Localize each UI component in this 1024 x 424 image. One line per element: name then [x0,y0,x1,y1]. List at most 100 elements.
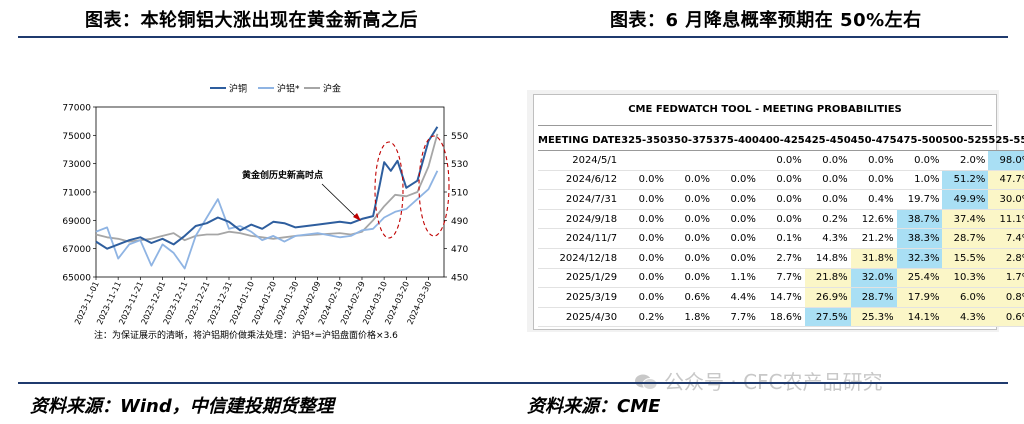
probability-cell: 0.2% [804,209,851,230]
meeting-date-cell: 2025/1/29 [538,268,622,289]
meeting-date-cell: 2025/4/30 [538,307,622,328]
column-header-9: 525-550 [988,130,1024,151]
column-header-4: 400-425 [758,130,805,151]
probability-cell: 0.0% [667,248,713,269]
probability-cell: 4.4% [712,287,759,308]
probability-cell: 0.0% [758,189,805,210]
probability-cell: 2.0% [942,150,989,171]
table-row: 2024/5/10.0%0.0%0.0%0.0%2.0%98.0% [538,150,1024,171]
probability-cell: 0.0% [667,268,713,289]
copper-aluminum-gold-chart: 65000 67000 69000 71000 73000 75000 77000 450 47… [62,83,468,326]
probability-cell: 25.4% [896,268,943,289]
table-row: 2025/4/30 0.2% 1.8% 7.7% 18.6% 27.5% 25.3% 14.1… [538,307,1024,328]
probability-cell: 0.0% [621,170,668,191]
probability-cell: 32.0% [850,268,897,289]
probability-cell: 2.8% [988,248,1024,269]
wechat-icon [635,374,658,390]
left-axis-label-1: 67000 [62,245,91,255]
probability-cell: 0.0% [621,209,668,230]
table-row: 2025/1/29 0.0% 0.0% 1.1% 7.7% 21.8% 32.0% 25.4%… [538,268,1024,289]
probability-cell: 0.0% [758,150,805,171]
table-row: 2025/3/19 0.0% 0.6% 4.4% 14.7% 26.9% 28.7% 17.9… [538,287,1024,308]
probability-cell [667,150,713,171]
column-header-2: 350-375 [667,130,713,151]
probability-cell: 14.7% [758,287,805,308]
probability-cell: 0.0% [712,209,759,230]
annotation-arrowhead [353,213,361,221]
probability-cell: 0.0% [667,228,713,249]
probability-cell: 32.3% [896,248,943,269]
right-axis-label-5: 550 [451,132,468,142]
meeting-date-cell: 2024/6/12 [538,170,622,191]
left-axis-label-3: 71000 [62,189,91,199]
probability-cell: 0.0% [621,268,668,289]
probability-cell: 30.0% [988,189,1024,210]
top-divider [18,36,1008,38]
probability-cell: 0.0% [667,189,713,210]
probability-cell: 7.7% [758,268,805,289]
right-axis-label-1: 470 [451,245,468,255]
probability-cell: 11.1% [988,209,1024,230]
probability-cell: 0.1% [758,228,805,249]
probability-cell: 38.3% [896,228,943,249]
meeting-date-cell: 2024/5/1 [538,150,622,171]
meeting-date-cell: 2024/11/7 [538,228,622,249]
probability-cell: 17.9% [896,287,943,308]
right-figure-title: 图表：6 月降息概率预期在 50%左右 [610,10,922,31]
probability-cell: 47.7% [988,170,1024,191]
probability-cell: 14.8% [804,248,851,269]
probability-cell: 14.1% [896,307,943,328]
meeting-date-cell: 2024/7/31 [538,189,622,210]
fedwatch-table-box: CME FEDWATCH TOOL - MEETING PROBABILITIE… [533,94,1024,330]
probability-cell: 15.5% [942,248,989,269]
probability-cell: 0.0% [804,170,851,191]
probability-cell: 51.2% [942,170,989,191]
probability-cell: 0.2% [621,307,668,328]
chart-footnote: 注：为保证展示的清晰，将沪铝期价做乘法处理：沪铝*=沪铝盘面价格×3.6 [94,331,398,341]
table-row: 2024/7/31 0.0% 0.0% 0.0% 0.0% 0.0% 0.4% 19.7% 49… [538,189,1024,210]
column-header-5: 425-450 [804,130,851,151]
probability-cell: 0.0% [850,170,897,191]
probability-cell: 7.7% [712,307,759,328]
left-axis-label-6: 77000 [62,104,91,114]
fedwatch-probability-table: MEETING DATE 325-350 350-375 375-400 400-425… [538,130,1024,328]
left-figure-title: 图表：本轮铜铝大涨出现在黄金新高之后 [85,10,418,31]
column-header-0: MEETING DATE [538,130,622,151]
legend-label-1: 沪铝* [277,83,300,95]
right-axis-label-2: 490 [451,217,468,227]
probability-cell: 31.8% [850,248,897,269]
probability-cell: 0.0% [667,209,713,230]
plot-frame [95,106,445,278]
probability-cell: 26.9% [804,287,851,308]
highlight-ellipse-march [374,141,404,239]
probability-cell: 28.7% [942,228,989,249]
watermark: 公众号 · CFC农产品研究 [634,366,883,395]
probability-cell: 6.0% [942,287,989,308]
meeting-date-cell: 2025/3/19 [538,287,622,308]
bottom-divider [18,382,1008,384]
table-header-row: MEETING DATE 325-350 350-375 375-400 400-425… [538,130,1024,151]
column-header-3: 375-400 [712,130,759,151]
probability-cell: 1.1% [712,268,759,289]
probability-cell: 0.0% [804,150,851,171]
table-title-divider [538,125,992,126]
probability-cell: 0.4% [850,189,897,210]
probability-cell: 1.8% [667,307,713,328]
probability-cell: 0.0% [896,150,943,171]
probability-cell: 0.6% [667,287,713,308]
probability-cell: 2.7% [758,248,805,269]
table-row: 2024/9/18 0.0% 0.0% 0.0% 0.0% 0.2% 12.6% 38.7% 3… [538,209,1024,230]
highlight-ellipse-april [418,135,450,237]
probability-cell: 0.0% [621,248,668,269]
probability-cell: 4.3% [804,228,851,249]
legend-label-2: 沪金 [323,83,341,95]
probability-cell: 38.7% [896,209,943,230]
probability-cell [712,150,759,171]
right-axis-label-4: 530 [451,160,468,170]
meeting-date-cell: 2024/9/18 [538,209,622,230]
probability-cell: 0.8% [988,287,1024,308]
right-axis-label-3: 510 [451,189,468,199]
probability-cell: 98.0% [988,150,1024,171]
probability-cell: 19.7% [896,189,943,210]
probability-cell [621,150,668,171]
